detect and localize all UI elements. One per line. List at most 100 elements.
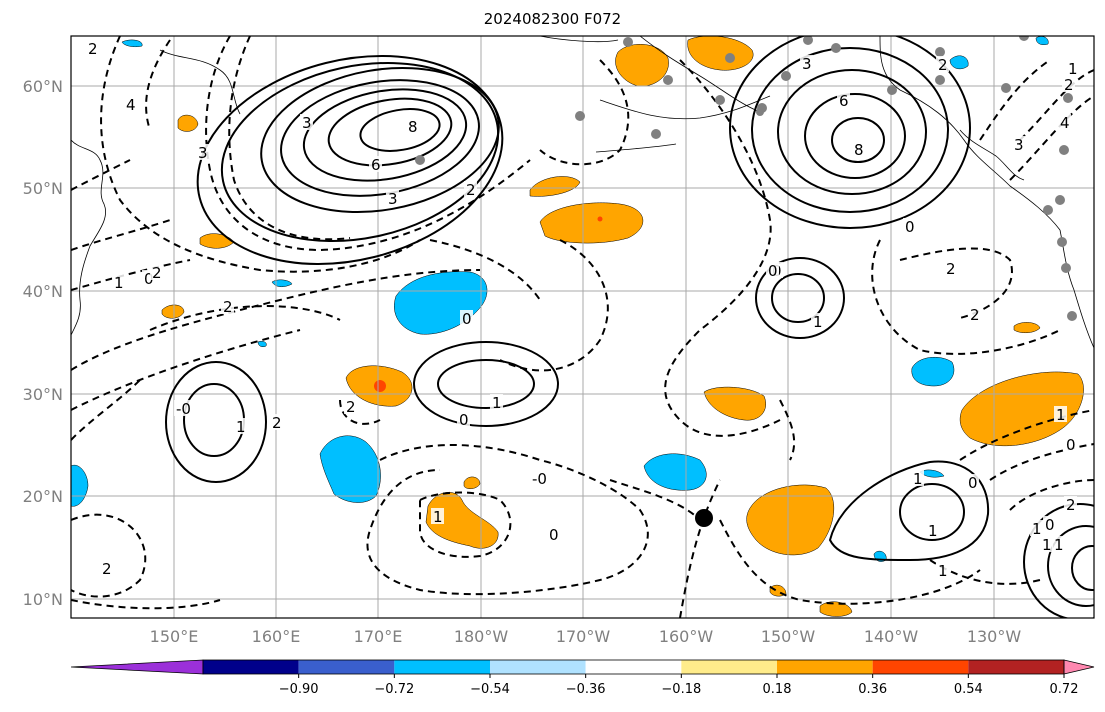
colorbar-tick-label: −0.36 bbox=[566, 682, 606, 697]
contour-label: 2 bbox=[1064, 76, 1074, 94]
contour-label-background bbox=[1012, 136, 1025, 152]
contour-label: 0 bbox=[1045, 516, 1055, 534]
contour-label-background bbox=[1062, 76, 1075, 92]
contour-label: 1 bbox=[938, 562, 948, 580]
lat-label: 50°N bbox=[23, 179, 63, 198]
contour-label: 2 bbox=[946, 260, 956, 278]
contour-label-background bbox=[1064, 496, 1077, 512]
map-title: 2024082300 F072 bbox=[483, 10, 622, 28]
contour-label-background bbox=[837, 92, 850, 108]
colorbar-segment bbox=[681, 660, 777, 674]
contour-label-background bbox=[464, 181, 477, 197]
contour-label-background bbox=[547, 526, 560, 542]
contour-label: -0 bbox=[532, 470, 547, 488]
lon-label: 130°W bbox=[967, 627, 1022, 646]
contour-labels: 2436832683241230210120-0101-021010011202… bbox=[86, 40, 1079, 580]
contour-label: 1 bbox=[813, 313, 823, 331]
colorbar-max-extension bbox=[1063, 659, 1095, 675]
contour-label-background bbox=[124, 96, 137, 112]
colorbar-segment bbox=[298, 660, 395, 674]
contour-label: 1 bbox=[114, 274, 124, 292]
contour-label-background bbox=[1043, 516, 1056, 532]
contour-label-background bbox=[300, 114, 313, 130]
lon-label: 170°W bbox=[556, 627, 611, 646]
lat-label: 40°N bbox=[23, 282, 63, 301]
station-markers bbox=[415, 36, 1077, 321]
contour-label-background bbox=[936, 56, 949, 72]
contour-label-background bbox=[369, 156, 382, 172]
contour-label: 6 bbox=[839, 92, 849, 110]
lon-label: 170°E bbox=[354, 627, 403, 646]
colorbar-ticks: −0.90 −0.72 −0.54 −0.36 −0.18 0.18 0.36 0.54 0.7… bbox=[279, 674, 1078, 697]
contour-label: 1 bbox=[492, 394, 502, 412]
lat-label: 30°N bbox=[23, 385, 63, 404]
colorbar-tick-label: 0.54 bbox=[954, 682, 983, 697]
contour-label: 0 bbox=[905, 218, 915, 236]
strong-warm-cores bbox=[374, 216, 603, 392]
contour-label: 0 bbox=[144, 270, 154, 288]
contour-label: 1 bbox=[1042, 536, 1052, 554]
contour-label: 2 bbox=[970, 306, 980, 324]
contour-label-background bbox=[196, 144, 209, 160]
contour-label-background bbox=[234, 418, 247, 434]
lat-label: 60°N bbox=[23, 77, 63, 96]
colorbar-segment bbox=[777, 660, 873, 674]
contour-label: 1 bbox=[1054, 536, 1064, 554]
lon-label: 160°W bbox=[659, 627, 714, 646]
contour-label: 0 bbox=[549, 526, 559, 544]
contour-label: 1 bbox=[913, 470, 923, 488]
colorbar-segment bbox=[968, 660, 1064, 674]
lon-label: 140°W bbox=[864, 627, 919, 646]
contour-label-background bbox=[1054, 406, 1067, 422]
contour-label: 2 bbox=[466, 181, 476, 199]
contour-label-background bbox=[112, 274, 125, 290]
longitude-labels: 150°E 160°E 170°E 180°W 170°W 160°W 150°… bbox=[150, 627, 1022, 646]
contour-label-background bbox=[903, 218, 916, 234]
contour-label-background bbox=[460, 310, 473, 326]
contour-label: 1 bbox=[1032, 520, 1042, 538]
contour-label: 0 bbox=[462, 310, 472, 328]
contour-label-background bbox=[221, 298, 234, 314]
contour-label: 1 bbox=[928, 522, 938, 540]
colorbar-segment bbox=[585, 660, 682, 674]
contour-label-background bbox=[1030, 520, 1043, 536]
colorbar-tick-label: 0.36 bbox=[858, 682, 887, 697]
contour-label-background bbox=[852, 141, 865, 157]
lat-label: 10°N bbox=[23, 590, 63, 609]
contour-label: 3 bbox=[198, 144, 208, 162]
contour-label: 3 bbox=[388, 190, 398, 208]
contour-label-background bbox=[457, 411, 470, 427]
contour-label: 8 bbox=[854, 141, 864, 159]
positive-contours bbox=[165, 36, 1094, 618]
colorbar-segment bbox=[203, 660, 299, 674]
contour-label: 4 bbox=[126, 96, 136, 114]
colorbar-min-extension bbox=[70, 659, 204, 675]
contour-label-background bbox=[406, 118, 419, 134]
contour-label-background bbox=[530, 470, 552, 486]
lon-label: 150°E bbox=[150, 627, 199, 646]
contour-label-background bbox=[344, 398, 357, 414]
colorbar-tick-label: −0.54 bbox=[470, 682, 510, 697]
contour-label: 2 bbox=[223, 298, 233, 316]
warm-anomaly-regions bbox=[161, 36, 1084, 617]
colorbar-segment bbox=[490, 660, 586, 674]
contour-label-background bbox=[100, 560, 113, 576]
contour-label-background bbox=[926, 522, 939, 538]
colorbar-tick-label: 0.18 bbox=[763, 682, 792, 697]
contour-label-background bbox=[431, 508, 444, 524]
colorbar-segment bbox=[394, 660, 490, 674]
contour-label-background bbox=[1064, 436, 1077, 452]
map-plot-area: 2436832683241230210120-0101-021010011202… bbox=[71, 36, 1094, 618]
contour-label: 2 bbox=[272, 414, 282, 432]
lon-label: 160°E bbox=[252, 627, 301, 646]
contour-label-background bbox=[911, 470, 924, 486]
contour-label-background bbox=[968, 306, 981, 322]
contour-label: 1 bbox=[433, 508, 443, 526]
contour-label: 2 bbox=[938, 56, 948, 74]
contour-label: 3 bbox=[302, 114, 312, 132]
contour-label: 0 bbox=[459, 411, 469, 429]
contour-label: 1 bbox=[1068, 60, 1078, 78]
contour-label: 2 bbox=[88, 40, 98, 58]
contour-label-background bbox=[86, 40, 99, 56]
